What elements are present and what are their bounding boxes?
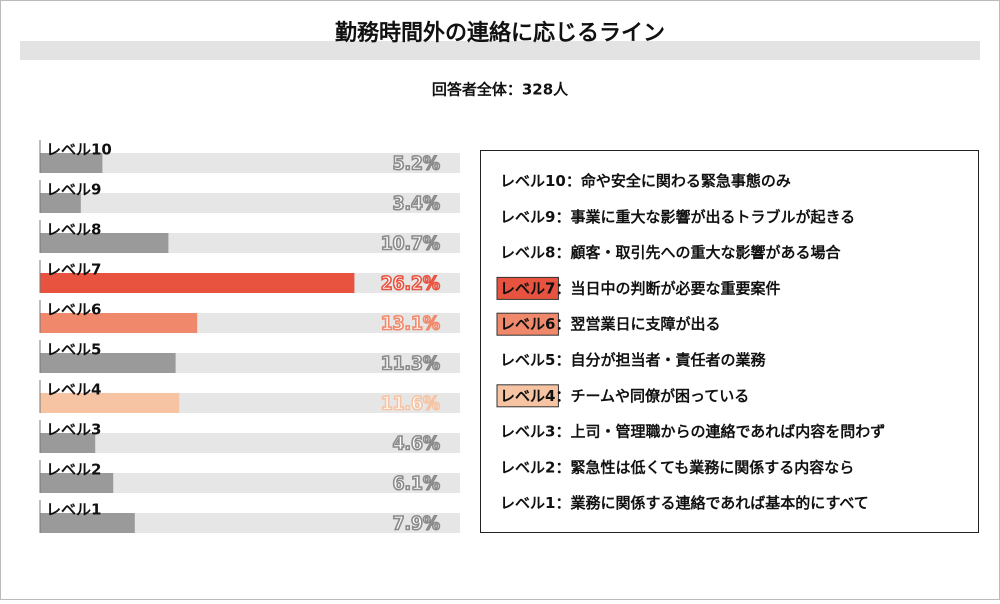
legend-level: レベル8 bbox=[500, 243, 555, 261]
legend-entry: レベル8：顧客・取引先への重大な影響がある場合 bbox=[500, 243, 841, 261]
value-label: 5.2% bbox=[393, 153, 440, 175]
title-band bbox=[20, 41, 980, 60]
legend-separator: ： bbox=[555, 279, 570, 297]
legend-separator: ： bbox=[555, 351, 570, 369]
legend-entry: レベル5：自分が担当者・責任者の業務 bbox=[500, 351, 766, 369]
legend-separator: ： bbox=[555, 207, 570, 225]
legend-level: レベル3 bbox=[500, 422, 555, 440]
legend-separator: ： bbox=[566, 172, 581, 190]
category-label: レベル4 bbox=[46, 381, 101, 399]
legend-entry: レベル6：翌営業日に支障が出る bbox=[500, 315, 720, 333]
bar-track bbox=[40, 433, 460, 453]
category-label: レベル8 bbox=[46, 221, 101, 239]
legend-description: 自分が担当者・責任者の業務 bbox=[570, 351, 766, 369]
category-label: レベル6 bbox=[46, 301, 101, 319]
legend-entry: レベル2：緊急性は低くても業務に関係する内容なら bbox=[500, 458, 854, 476]
legend-level: レベル9 bbox=[500, 207, 555, 225]
bar-track bbox=[40, 153, 460, 173]
legend-description: 翌営業日に支障が出る bbox=[570, 315, 720, 333]
bar bbox=[40, 193, 81, 213]
legend-highlight bbox=[496, 276, 559, 300]
category-label: レベル7 bbox=[46, 261, 101, 279]
value-label: 4.6% bbox=[393, 433, 440, 455]
legend-description: 緊急性は低くても業務に関係する内容なら bbox=[570, 458, 854, 476]
legend-separator: ： bbox=[555, 422, 570, 440]
category-label: レベル9 bbox=[46, 181, 101, 199]
legend-separator: ： bbox=[555, 458, 570, 476]
legend-separator: ： bbox=[555, 494, 570, 512]
legend-level: レベル6 bbox=[500, 315, 555, 333]
bar bbox=[40, 313, 198, 333]
category-label: レベル5 bbox=[46, 341, 101, 359]
category-label: レベル2 bbox=[46, 461, 101, 479]
legend-separator: ： bbox=[555, 386, 570, 404]
value-label: 26.2% bbox=[381, 273, 440, 295]
legend-description: 事業に重大な影響が出るトラブルが起きる bbox=[570, 207, 855, 225]
legend-description: 顧客・取引先への重大な影響がある場合 bbox=[570, 243, 841, 261]
legend-level: レベル5 bbox=[500, 351, 555, 369]
value-label: 3.4% bbox=[393, 193, 440, 215]
bar-track bbox=[40, 513, 460, 533]
chart-subtitle: 回答者全体：328人 bbox=[432, 81, 569, 99]
bar bbox=[40, 353, 176, 373]
legend-entry: レベル7：当日中の判断が必要な重要案件 bbox=[500, 279, 780, 297]
legend-entry: レベル3：上司・管理職からの連絡であれば内容を問わず bbox=[500, 422, 885, 440]
legend-box bbox=[480, 150, 979, 533]
chart-title: 勤務時間外の連絡に応じるライン bbox=[335, 20, 665, 46]
legend-description: チームや同僚が困っている bbox=[570, 386, 749, 404]
legend-entry: レベル1：業務に関係する連絡であれば基本的にすべて bbox=[500, 494, 869, 512]
legend-separator: ： bbox=[555, 315, 570, 333]
bar bbox=[40, 233, 169, 253]
value-label: 13.1% bbox=[381, 313, 440, 335]
bar bbox=[40, 473, 114, 493]
legend-level: レベル10 bbox=[500, 172, 566, 190]
legend-separator: ： bbox=[555, 243, 570, 261]
legend-highlight bbox=[496, 312, 559, 336]
bar bbox=[40, 153, 103, 173]
legend-level: レベル2 bbox=[500, 458, 555, 476]
value-label: 11.6% bbox=[381, 393, 440, 415]
legend-level: レベル4 bbox=[500, 386, 555, 404]
bar bbox=[40, 513, 135, 533]
legend-entry: レベル10：命や安全に関わる緊急事態のみ bbox=[500, 172, 791, 190]
category-label: レベル1 bbox=[46, 501, 101, 519]
value-label: 7.9% bbox=[393, 513, 440, 535]
bar bbox=[40, 433, 96, 453]
bar-track bbox=[40, 193, 460, 213]
bar bbox=[40, 273, 355, 293]
legend-description: 上司・管理職からの連絡であれば内容を問わず bbox=[570, 422, 885, 440]
value-label: 11.3% bbox=[381, 353, 440, 375]
bar bbox=[40, 393, 180, 413]
legend-description: 当日中の判断が必要な重要案件 bbox=[570, 279, 780, 297]
legend-highlight bbox=[496, 384, 559, 408]
legend-level: レベル7 bbox=[500, 279, 555, 297]
bar-track bbox=[40, 473, 460, 493]
legend-level: レベル1 bbox=[500, 494, 555, 512]
value-label: 6.1% bbox=[393, 473, 440, 495]
legend-entry: レベル9：事業に重大な影響が出るトラブルが起きる bbox=[500, 207, 855, 225]
legend-entry: レベル4：チームや同僚が困っている bbox=[500, 386, 749, 404]
category-label: レベル10 bbox=[46, 141, 112, 159]
legend-description: 命や安全に関わる緊急事態のみ bbox=[580, 172, 791, 190]
value-label: 10.7% bbox=[381, 233, 440, 255]
legend-description: 業務に関係する連絡であれば基本的にすべて bbox=[569, 494, 868, 512]
category-label: レベル3 bbox=[46, 421, 101, 439]
